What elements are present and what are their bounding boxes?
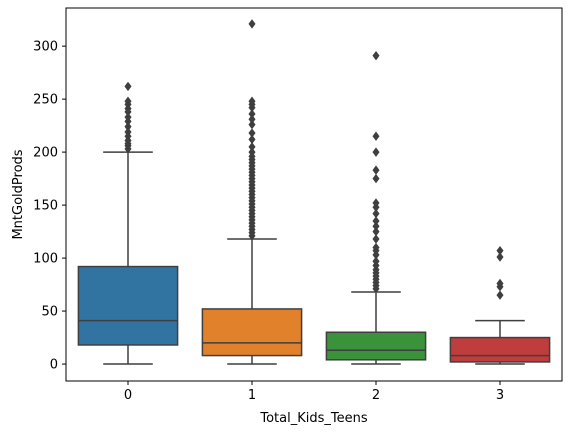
iqr-box (77, 265, 179, 346)
outlier-point (372, 131, 380, 141)
outlier-point (372, 234, 380, 244)
axes-frame (65, 7, 563, 382)
y-tick-label: 200 (33, 146, 58, 161)
outlier-point (372, 165, 380, 175)
iqr-box (449, 336, 551, 363)
outlier-point (496, 252, 504, 262)
outlier-point (124, 127, 132, 137)
outlier-point (372, 242, 380, 253)
outlier-point (124, 81, 132, 92)
iqr-box (201, 308, 303, 357)
outlier-point (496, 278, 504, 289)
outlier-point (372, 208, 380, 219)
outlier-point (124, 121, 132, 132)
y-tick-label: 50 (41, 305, 58, 320)
y-axis-label: MntGoldProds (11, 149, 26, 239)
outlier-point (248, 147, 256, 157)
outlier-point (248, 134, 256, 145)
outlier-point (496, 245, 504, 256)
outlier-point (372, 147, 380, 157)
outlier-point (248, 114, 256, 124)
box-group-2 (325, 50, 427, 365)
y-tick-label: 300 (33, 40, 58, 55)
outlier-point (372, 256, 380, 266)
outlier-point (372, 50, 380, 61)
outlier-point (124, 112, 132, 122)
outlier-point (248, 96, 256, 106)
outlier-point (248, 109, 256, 119)
outlier-point (248, 142, 256, 152)
box-group-0 (77, 81, 179, 365)
outlier-point (372, 198, 380, 208)
x-tick-label: 0 (124, 388, 132, 403)
plot-area: 0 1 2 3 0 50 100 150 200 250 300 (33, 7, 563, 403)
outlier-point (124, 96, 132, 106)
y-tick-label: 250 (33, 93, 58, 108)
outlier-point (372, 226, 380, 237)
iqr-box (325, 331, 427, 361)
box-group-3 (449, 245, 551, 365)
x-tick-label: 3 (496, 388, 504, 403)
y-tick-label: 0 (50, 358, 58, 373)
x-tick-label: 2 (372, 388, 380, 403)
outlier-point (248, 119, 256, 130)
outlier-point (248, 128, 256, 138)
y-tick-label: 150 (33, 199, 58, 214)
outlier-point (372, 173, 380, 184)
y-tick-label: 100 (33, 252, 58, 267)
outlier-point (496, 290, 504, 300)
outlier-point (248, 19, 256, 29)
outlier-point (372, 216, 380, 226)
outlier-point (372, 221, 380, 231)
box-group-1 (201, 19, 303, 365)
x-tick-label: 1 (248, 388, 256, 403)
x-axis-label: Total_Kids_Teens (259, 411, 367, 426)
